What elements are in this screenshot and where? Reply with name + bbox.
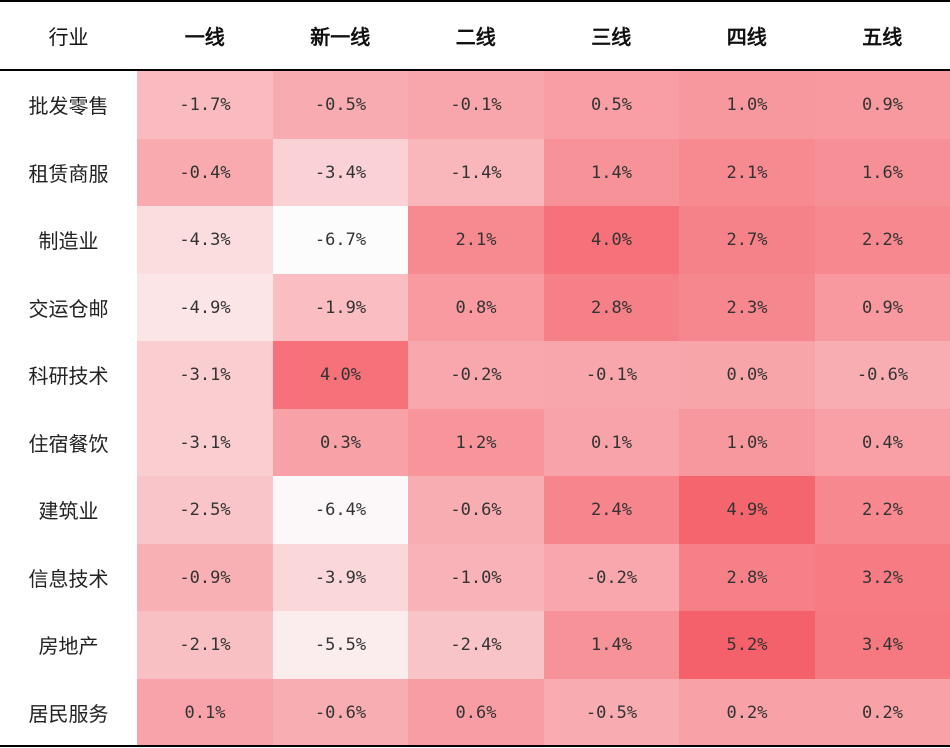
heatmap-cell: -0.1%: [408, 71, 544, 139]
heatmap-cell: 1.0%: [679, 408, 815, 477]
row-header-label: 行业: [48, 24, 89, 49]
row-label: 交运仓邮: [28, 296, 109, 321]
heatmap-cell: 0.0%: [679, 341, 815, 409]
heatmap-cell: 2.2%: [814, 476, 950, 544]
heatmap-cell: -0.6%: [814, 341, 950, 409]
heatmap-cell: 1.6%: [814, 138, 950, 207]
heatmap-cell: 1.4%: [543, 611, 680, 679]
heatmap-cell: 2.8%: [679, 543, 815, 612]
heatmap-cell: 0.4%: [814, 408, 950, 477]
heatmap-cell: -1.4%: [408, 138, 544, 207]
heatmap-cell: 2.8%: [543, 273, 680, 342]
heatmap-cell: 4.0%: [543, 206, 680, 274]
heatmap-cell: 2.4%: [543, 476, 680, 544]
heatmap-cell: 5.2%: [679, 611, 815, 679]
heatmap-cell: 0.3%: [272, 408, 409, 477]
heatmap-cell: -0.6%: [272, 678, 409, 747]
heatmap-cell: -4.9%: [137, 273, 273, 342]
heatmap-cell: -3.1%: [137, 341, 273, 409]
heatmap-cell: 3.4%: [814, 611, 950, 679]
heatmap-cell: 4.9%: [679, 476, 815, 544]
heatmap-cell: 2.2%: [814, 206, 950, 274]
heatmap-cell: 1.2%: [408, 408, 544, 477]
heatmap-cell: -3.4%: [272, 138, 409, 207]
heatmap-cell: -0.5%: [272, 71, 409, 139]
column-header: 四线: [726, 24, 767, 49]
row-label: 房地产: [38, 634, 99, 659]
bottom-rule: [0, 745, 950, 747]
heatmap-cell: 0.2%: [679, 678, 815, 747]
row-label: 住宿餐饮: [28, 431, 109, 456]
heatmap-cell: 2.1%: [679, 138, 815, 207]
heatmap-cell: -3.1%: [137, 408, 273, 477]
heatmap-cell: 0.9%: [814, 71, 950, 139]
heatmap-cell: -6.4%: [272, 476, 409, 544]
heatmap-cell: 4.0%: [272, 341, 409, 409]
row-label: 居民服务: [28, 701, 109, 726]
heatmap-cell: -1.0%: [408, 543, 544, 612]
row-label: 建筑业: [38, 499, 99, 524]
column-header: 三线: [591, 24, 632, 49]
row-label: 批发零售: [28, 94, 109, 119]
heatmap-cell: -1.9%: [272, 273, 409, 342]
row-label: 科研技术: [28, 364, 109, 389]
heatmap-cell: 0.1%: [543, 408, 680, 477]
row-label: 租赁商服: [28, 161, 109, 186]
heatmap-cell: 0.8%: [408, 273, 544, 342]
heatmap-cell: -0.2%: [408, 341, 544, 409]
heatmap-cell: 2.7%: [679, 206, 815, 274]
heatmap-cell: -0.2%: [543, 543, 680, 612]
heatmap-cell: 2.1%: [408, 206, 544, 274]
heatmap-cell: 0.1%: [137, 678, 273, 747]
header-rule: [0, 69, 950, 71]
heatmap-cell: 0.2%: [814, 678, 950, 747]
row-label: 制造业: [38, 229, 99, 254]
column-header: 五线: [862, 24, 903, 49]
heatmap-cell: 1.4%: [543, 138, 680, 207]
heatmap-cell: 0.6%: [408, 678, 544, 747]
row-label: 信息技术: [28, 566, 109, 591]
heatmap-cell: -0.1%: [543, 341, 680, 409]
column-header: 二线: [455, 24, 496, 49]
heatmap-cell: 3.2%: [814, 543, 950, 612]
heatmap-cell: -2.1%: [137, 611, 273, 679]
heatmap-cell: -1.7%: [137, 71, 273, 139]
heatmap-cell: 0.5%: [543, 71, 680, 139]
heatmap-cell: 1.0%: [679, 71, 815, 139]
heatmap-cell: 2.3%: [679, 273, 815, 342]
heatmap-cell: -0.9%: [137, 543, 273, 612]
heatmap-cell: -4.3%: [137, 206, 273, 274]
heatmap-cell: -0.6%: [408, 476, 544, 544]
heatmap-cell: -2.5%: [137, 476, 273, 544]
heatmap-cell: -0.5%: [543, 678, 680, 747]
heatmap-cell: -6.7%: [272, 206, 409, 274]
heatmap-cell: 0.9%: [814, 273, 950, 342]
column-header: 一线: [184, 24, 225, 49]
top-rule: [0, 0, 950, 2]
heatmap-cell: -5.5%: [272, 611, 409, 679]
heatmap-cell: -3.9%: [272, 543, 409, 612]
heatmap-cell: -2.4%: [408, 611, 544, 679]
heatmap-cell: -0.4%: [137, 138, 273, 207]
column-header: 新一线: [310, 24, 371, 49]
